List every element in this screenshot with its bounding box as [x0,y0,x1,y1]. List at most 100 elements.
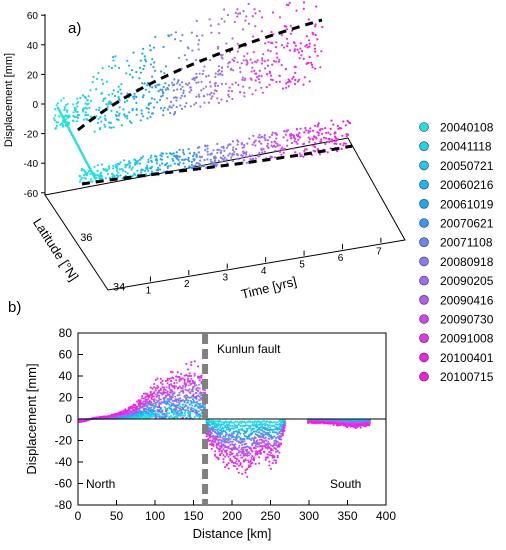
panel-b-point [252,437,255,440]
panel-a-point-north [293,65,296,68]
panel-a-point-north [160,70,163,73]
panel-a-time-tick-label: 6 [338,253,344,264]
panel-a-point-south [236,153,239,157]
panel-a-time-tick-label: 4 [261,266,267,277]
panel-b-point [100,416,103,419]
panel-a-point-north [258,81,261,84]
panel-b-point [249,427,252,430]
panel-b-point [171,393,174,396]
panel-a-point-south [248,137,251,140]
panel-a-point-north [76,116,80,120]
panel-a-point-south [280,148,283,151]
panel-b-point [159,381,162,384]
legend-marker [419,371,429,382]
panel-a-point-south [131,174,134,177]
panel-b-point [237,449,240,452]
panel-b-point [283,429,286,432]
panel-b-point [223,422,226,425]
panel-b-point [191,379,195,382]
panel-a-point-north [131,107,134,111]
panel-a-point-north [170,106,173,109]
panel-b-point [242,449,244,452]
panel-a-point-north [56,102,59,105]
panel-a-point-north [198,39,201,42]
panel-a-point-south [178,148,181,151]
panel-b-point [223,440,226,443]
panel-b-point [220,446,223,449]
panel-b-point [190,361,193,364]
panel-b-point [215,442,218,445]
panel-a-point-north [188,91,191,94]
panel-b-point [161,416,164,419]
panel-b-point [225,421,228,424]
panel-a-disp-tick-label: 60 [27,11,39,22]
panel-b-point [210,442,213,445]
panel-a-point-north [218,31,221,35]
panel-a-point-north [95,108,98,111]
panel-b-point [274,444,278,447]
panel-b-point [164,406,166,409]
panel-b-point [220,427,223,430]
panel-a-point-south [119,174,122,177]
panel-a-point-south [241,156,244,159]
panel-a-point-north [182,89,185,92]
panel-a-point-north [225,100,229,103]
panel-a-point-north [151,75,154,78]
panel-a-point-north [244,19,247,22]
panel-b-point [253,437,256,440]
panel-b-point [173,386,176,389]
panel-a-point-north [252,51,255,54]
panel-b-point [266,456,269,459]
panel-b-point [195,413,198,416]
panel-a-displacement-axis-label: Displacement [mm] [3,53,15,147]
panel-a-point-north [84,102,87,105]
panel-b-point [225,452,228,455]
panel-a-point-south [263,150,266,153]
panel-b-point [181,407,184,410]
panel-a-point-north [225,42,228,45]
panel-b-point [230,427,234,430]
panel-b-point [225,431,227,434]
panel-a-point-south [236,143,239,146]
panel-b-point [246,424,249,427]
panel-b-point [230,424,234,427]
panel-b-point [186,374,190,378]
panel-a-point-north [126,114,129,117]
panel-a-point-north [215,89,218,93]
panel-a-point-north [120,83,123,86]
panel-b-point [280,425,283,428]
panel-b-point [188,396,191,399]
panel-a-point-north [197,81,200,84]
panel-a-point-south [270,133,274,136]
panel-a-point-north [177,79,180,82]
panel-a-point-north [257,78,260,81]
panel-b-point [237,435,240,438]
panel-a-point-south [222,158,225,161]
panel-b-point [166,392,169,395]
panel-b-point [330,422,333,425]
panel-b-point [199,415,202,417]
panel-b-point [151,392,154,395]
panel-b-point [261,447,264,451]
panel-b-point [160,401,163,403]
panel-a-point-north [293,82,296,86]
panel-a-point-north [228,86,231,89]
panel-b-point [250,429,253,432]
panel-b-point [209,432,212,434]
panel-b-point [251,458,254,461]
panel-a-point-south [79,178,82,181]
panel-a-point-south [328,140,331,143]
panel-b-point [150,414,153,417]
panel-b-point [269,429,271,431]
panel-a-point-north [73,106,76,109]
panel-b-point [263,440,266,443]
panel-b-label: b) [8,299,21,316]
panel-b-point [164,379,167,382]
panel-b-point [234,426,237,429]
panel-b-point [134,406,137,409]
panel-a-point-north [126,99,129,102]
panel-a-point-north [110,101,113,104]
panel-a-point-south [150,154,153,157]
panel-a-point-north [280,34,283,37]
